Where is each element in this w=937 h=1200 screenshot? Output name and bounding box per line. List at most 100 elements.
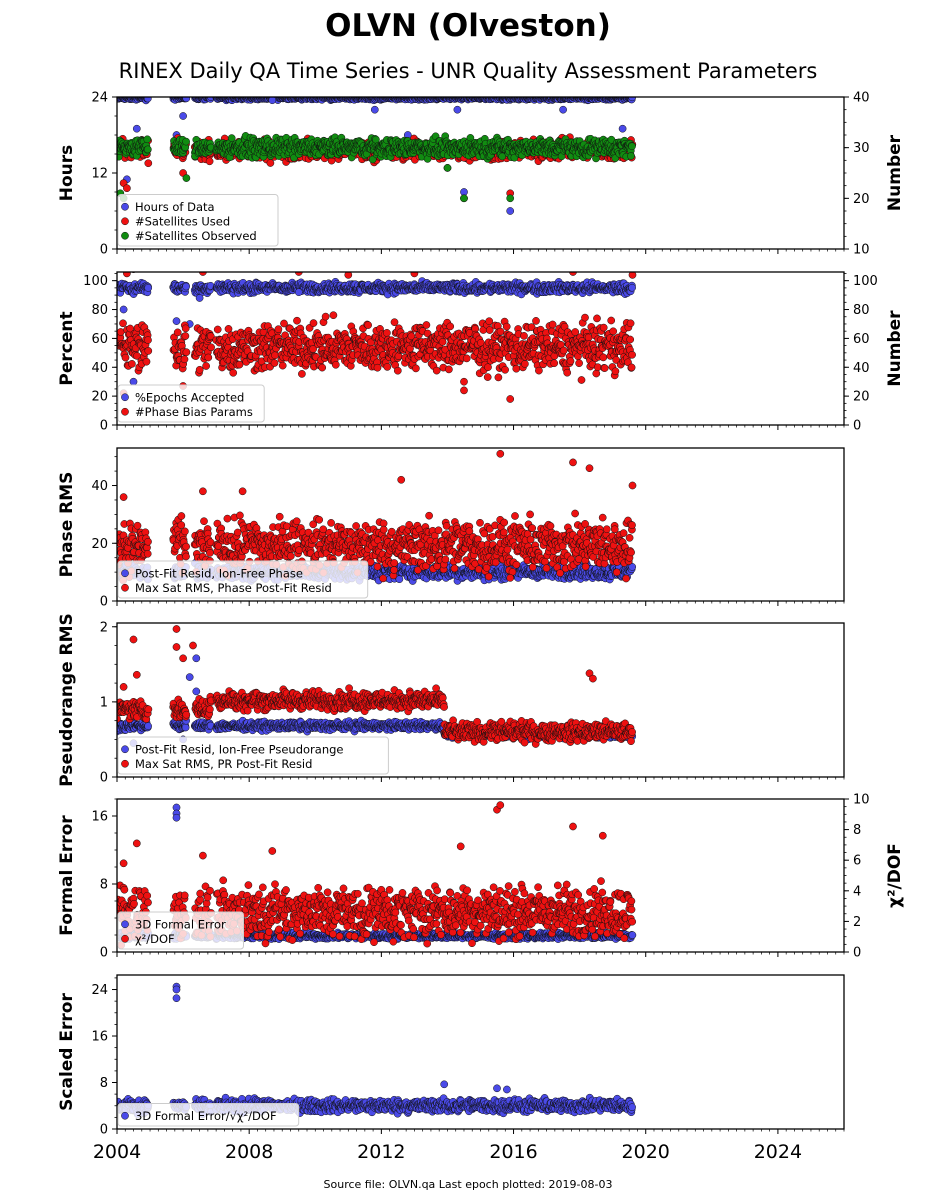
data-point [235, 360, 244, 369]
data-point [309, 319, 318, 327]
data-point [270, 359, 279, 367]
panel-1-points [117, 97, 637, 215]
legend-marker [121, 202, 129, 211]
data-point [117, 328, 125, 336]
data-point [393, 366, 402, 375]
data-point [128, 360, 136, 368]
outlier-point [132, 124, 141, 133]
outlier-point [123, 184, 131, 193]
data-point [446, 322, 455, 331]
data-point [180, 355, 189, 364]
outlier-point [129, 377, 138, 386]
data-point [181, 332, 190, 340]
data-point [121, 353, 130, 362]
data-point [318, 363, 327, 372]
data-point [627, 152, 635, 160]
data-point [498, 152, 507, 161]
data-point [144, 336, 152, 344]
data-point [407, 332, 416, 341]
y2-axis-label: Number [885, 134, 905, 211]
data-point [496, 327, 505, 336]
outlier-point [453, 105, 462, 114]
data-point [432, 366, 441, 375]
series-2-2 [117, 272, 637, 403]
data-point [274, 325, 283, 334]
outlier-point [443, 164, 452, 172]
data-point [213, 325, 222, 334]
legend-marker [121, 231, 129, 240]
y2-tick-label: 20 [853, 192, 870, 207]
y2-tick-label: 10 [853, 243, 870, 258]
data-point [206, 332, 215, 341]
outlier-point [559, 105, 567, 114]
data-point [364, 321, 372, 329]
y-tick-label: 24 [91, 91, 108, 106]
outlier-point [182, 174, 191, 182]
y-tick-label: 12 [91, 167, 108, 182]
data-point [143, 135, 152, 144]
y2-tick-label: 40 [853, 91, 870, 106]
panel-1-legend: Hours of Data#Satellites Used#Satellites… [117, 194, 279, 247]
outlier-point [294, 288, 303, 297]
data-point [368, 155, 377, 164]
data-point [173, 328, 182, 337]
data-point [483, 373, 492, 381]
panel-2-points [117, 272, 637, 403]
legend-label: Hours of Data [135, 200, 215, 214]
data-point [182, 282, 190, 291]
series-1-1 [117, 97, 637, 215]
legend-label: #Satellites Used [135, 214, 230, 228]
data-point [438, 338, 447, 346]
data-point [119, 319, 127, 328]
data-point [204, 353, 213, 362]
data-point [142, 357, 151, 366]
outlier-point [195, 294, 204, 302]
data-point [126, 324, 135, 333]
outlier-point [506, 207, 515, 215]
series-1-3 [117, 132, 636, 203]
data-point [484, 363, 492, 372]
data-point [278, 361, 287, 370]
data-point [485, 326, 494, 334]
outlier-point [119, 305, 128, 314]
data-point [293, 316, 301, 325]
data-point [485, 317, 494, 326]
data-point [628, 142, 636, 151]
y2-tick-label: 30 [853, 141, 870, 156]
data-point [144, 159, 153, 168]
data-point [280, 319, 288, 328]
data-point [144, 284, 153, 292]
data-point [181, 324, 190, 333]
data-point [144, 347, 153, 355]
data-point [271, 351, 279, 360]
data-point [309, 345, 317, 353]
outlier-point [268, 97, 277, 105]
y-axis-label: Hours [57, 145, 77, 202]
data-point [182, 348, 191, 357]
outlier-point [172, 317, 181, 325]
figure-title: OLVN (Olveston) [325, 8, 611, 44]
legend-label: #Satellites Observed [135, 229, 257, 243]
outlier-point [460, 194, 468, 203]
data-point [331, 360, 340, 369]
outlier-point [179, 112, 187, 120]
data-point [205, 157, 214, 166]
data-point [266, 159, 275, 167]
legend-box [117, 194, 279, 247]
data-point [321, 312, 330, 321]
data-point [383, 363, 392, 371]
panel-2: 020406080100Percent020406080100Number%Ep… [57, 271, 905, 434]
data-point [224, 325, 233, 333]
data-point [182, 137, 190, 146]
data-point [422, 321, 431, 329]
data-point [207, 343, 215, 352]
data-point [445, 365, 453, 374]
outlier-point [370, 105, 379, 114]
data-point [462, 354, 471, 363]
data-point [195, 365, 204, 374]
data-point [390, 318, 399, 327]
data-point [383, 329, 391, 337]
